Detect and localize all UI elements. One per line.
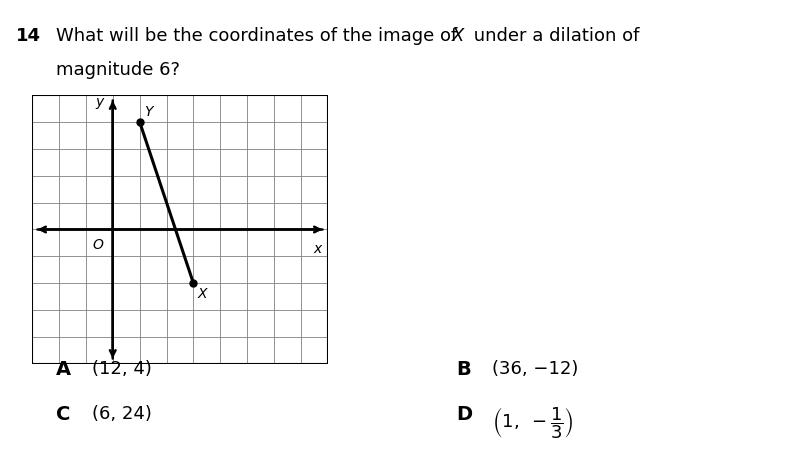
- Text: $Y$: $Y$: [144, 105, 155, 119]
- Text: magnitude 6?: magnitude 6?: [56, 61, 180, 79]
- Text: X: X: [452, 27, 464, 45]
- Text: 14: 14: [16, 27, 41, 45]
- Text: B: B: [456, 360, 470, 379]
- Text: $y$: $y$: [95, 96, 106, 111]
- Text: $O$: $O$: [92, 238, 105, 252]
- Text: $X$: $X$: [198, 288, 210, 302]
- Text: (12, 4): (12, 4): [92, 360, 152, 378]
- Text: A: A: [56, 360, 71, 379]
- Text: D: D: [456, 405, 472, 424]
- Text: (6, 24): (6, 24): [92, 405, 152, 423]
- Text: $\left(1,\ -\dfrac{1}{3}\right)$: $\left(1,\ -\dfrac{1}{3}\right)$: [492, 405, 574, 441]
- Text: $x$: $x$: [314, 242, 324, 256]
- Text: under a dilation of: under a dilation of: [468, 27, 639, 45]
- Text: (36, −12): (36, −12): [492, 360, 578, 378]
- Text: What will be the coordinates of the image of: What will be the coordinates of the imag…: [56, 27, 463, 45]
- Text: C: C: [56, 405, 70, 424]
